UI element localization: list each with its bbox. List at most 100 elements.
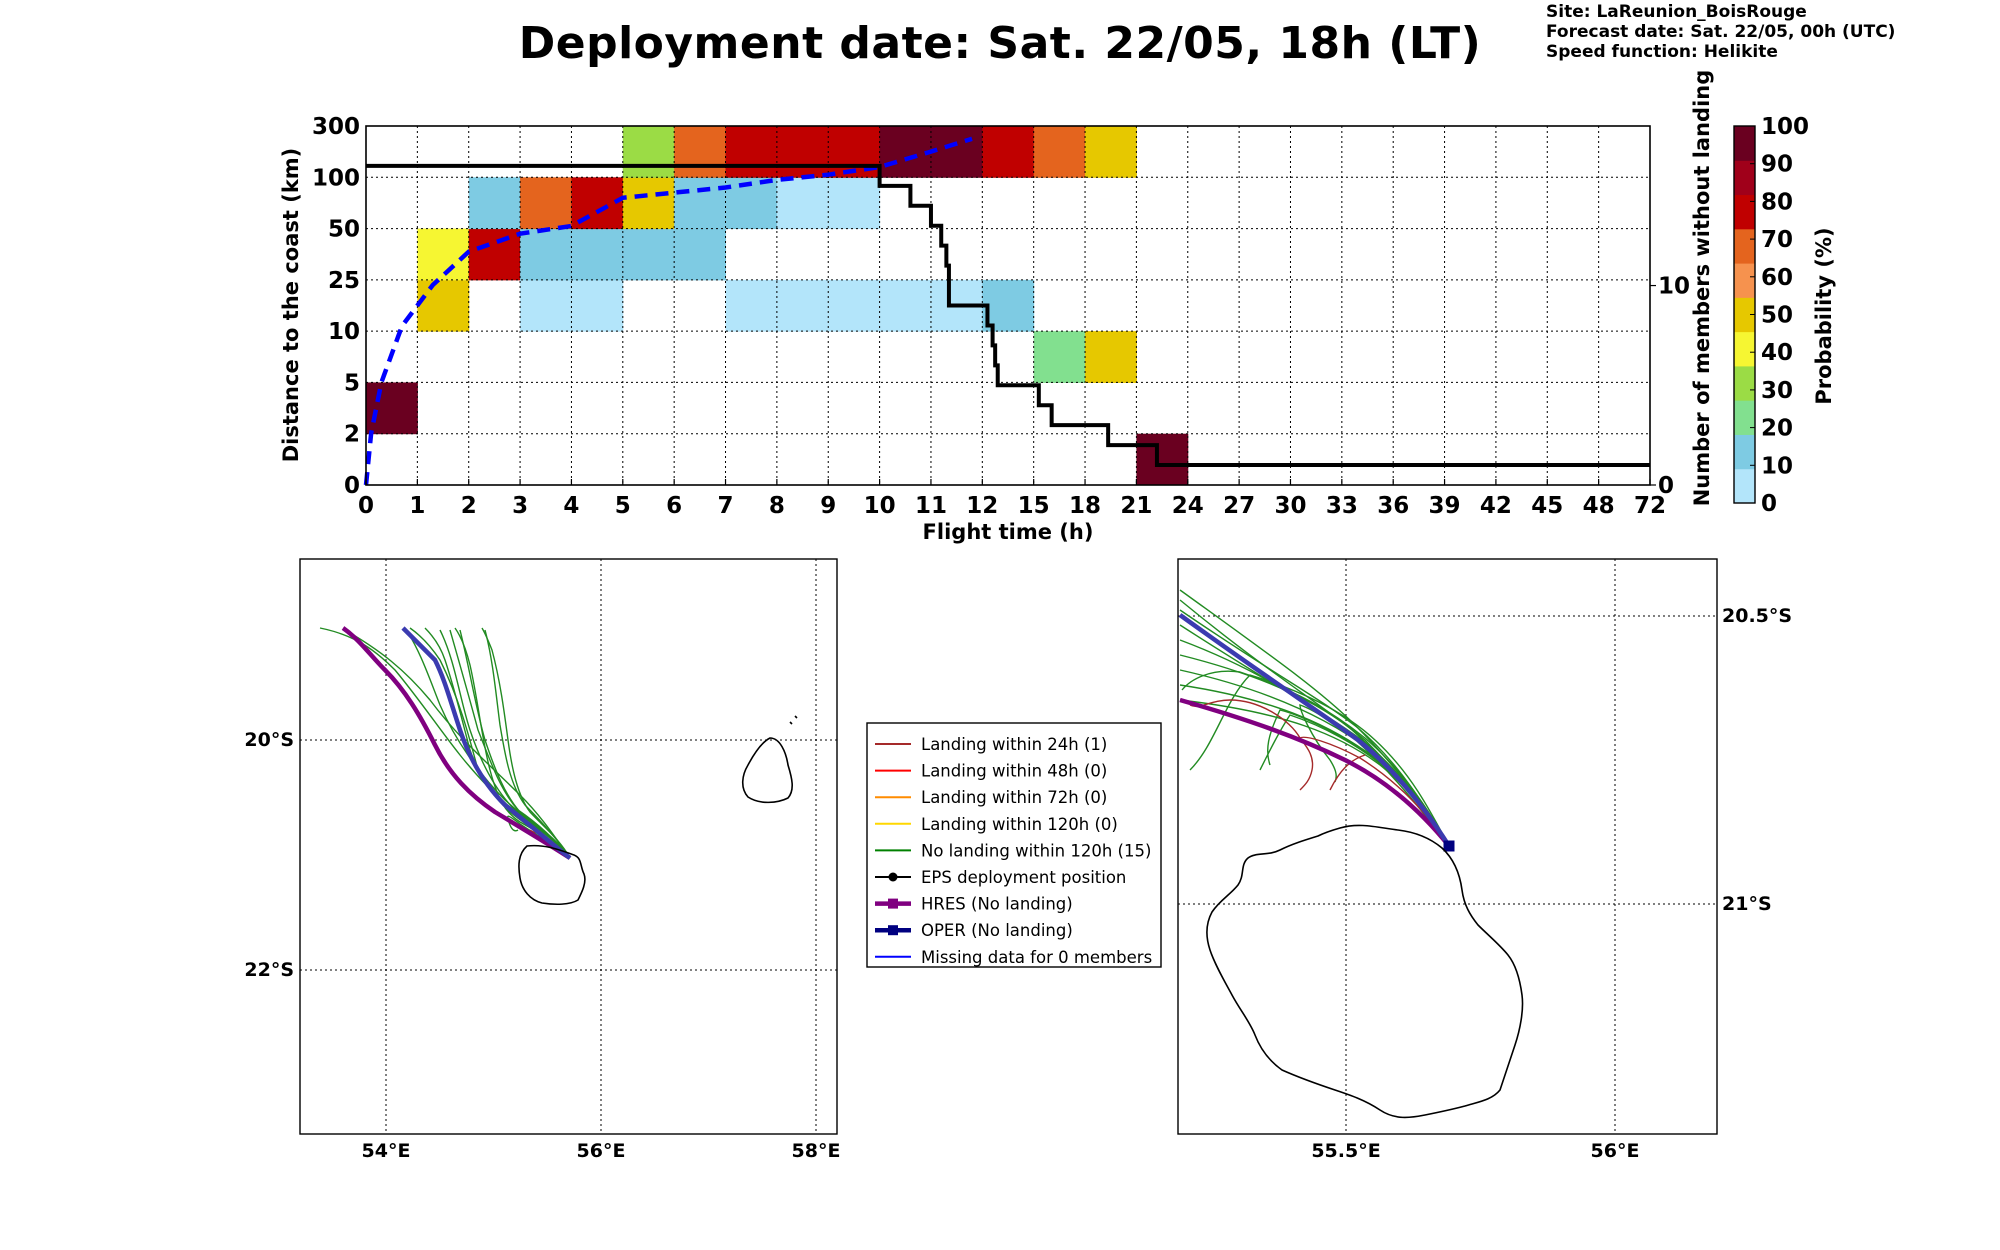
- map-left: 54°E 56°E 58°E 20°S 22°S: [244, 558, 840, 1162]
- colorbar-label: Probability (%): [1812, 227, 1836, 404]
- heatmap-cell: [622, 228, 675, 281]
- heatmap-cell: [520, 228, 572, 281]
- map-left-frame: [299, 558, 838, 1135]
- heatmap-cell: [366, 382, 418, 435]
- x-tick-label: 45: [1531, 493, 1563, 519]
- heatmap-cell: [622, 126, 675, 178]
- heatmap-x-ticks: 0 1 2 3 4 5 6 7 8 9 10 11 12 15 18 21 24 27 30 33 36 39 42 45 48…: [358, 479, 1666, 519]
- forecast-date-label: Forecast date: Sat. 22/05, 00h (UTC): [1546, 22, 1896, 42]
- colorbar-ticks: 0 10 20 30 40 50 60 70 80 90 100: [1750, 114, 1809, 517]
- map-left-islands: [518, 715, 798, 906]
- y-tick-label: 10: [328, 319, 360, 345]
- colorbar: 0 10 20 30 40 50 60 70 80 90 100 Probability (%): [1733, 114, 1836, 517]
- y-tick-label: 100: [312, 165, 360, 191]
- heatmap-cell: [725, 126, 778, 178]
- heatmap-cell: [879, 126, 932, 178]
- heatmap-cell: [982, 279, 1035, 332]
- colorbar-tick-label: 90: [1761, 152, 1793, 178]
- x-tick-label: 18: [1069, 493, 1101, 519]
- heatmap-cell: [417, 279, 470, 332]
- colorbar-swatch: [1734, 228, 1755, 264]
- colorbar-tick-label: 80: [1761, 189, 1793, 215]
- colorbar-tick-label: 50: [1761, 303, 1793, 329]
- y-tick-label: 300: [312, 114, 360, 140]
- legend-label: EPS deployment position: [921, 868, 1126, 887]
- colorbar-swatch: [1734, 400, 1755, 435]
- heatmap-y2-ticks: 0 10: [1650, 274, 1690, 499]
- y2-tick-label: 0: [1658, 473, 1674, 499]
- y-tick-label: 5: [344, 370, 360, 396]
- x-tick-label: 42: [1480, 493, 1512, 519]
- colorbar-tick-label: 20: [1761, 416, 1793, 442]
- colorbar-swatch: [1734, 468, 1755, 504]
- heatmap-cell: [776, 177, 829, 230]
- heatmap-cell: [520, 279, 572, 332]
- heatmap-cell: [520, 177, 572, 230]
- x-tick-label: 10: [864, 493, 896, 519]
- members-without-landing-line: [366, 163, 1650, 468]
- heatmap-cell: [1033, 331, 1086, 383]
- colorbar-swatch: [1734, 434, 1755, 470]
- legend-item: EPS deployment position: [875, 868, 1126, 887]
- colorbar-tick-label: 10: [1761, 453, 1793, 479]
- heatmap-cell: [725, 279, 778, 332]
- heatmap-cell: [1136, 433, 1189, 486]
- x-tick-label: 27: [1223, 493, 1255, 519]
- x-tick-label: 15: [1018, 493, 1050, 519]
- x-tick-label: 72: [1634, 493, 1666, 519]
- colorbar-tick-label: 40: [1761, 340, 1793, 366]
- map-left-y-tick: 22°S: [244, 959, 294, 981]
- heatmap-cell: [982, 126, 1035, 178]
- x-tick-label: 4: [563, 493, 579, 519]
- legend-item: Landing within 120h (0): [875, 815, 1118, 834]
- heatmap-x-label: Flight time (h): [923, 520, 1094, 544]
- colorbar-tick-label: 100: [1761, 114, 1809, 140]
- legend-marker: [888, 872, 898, 882]
- heatmap-cell: [828, 279, 881, 332]
- legend-item: Landing within 24h (1): [875, 735, 1107, 754]
- x-tick-label: 11: [915, 493, 947, 519]
- x-tick-label: 8: [769, 493, 785, 519]
- colorbar-swatch: [1734, 331, 1755, 367]
- colorbar-tick-label: 30: [1761, 378, 1793, 404]
- x-tick-label: 48: [1583, 493, 1615, 519]
- map-right-y-tick: 20.5°S: [1722, 605, 1792, 627]
- heatmap-cell: [1085, 126, 1137, 178]
- legend-frame: [866, 722, 1162, 968]
- map-right-x-tick: 56°E: [1591, 1140, 1640, 1162]
- map-right-y-tick: 21°S: [1722, 893, 1772, 915]
- deployment-marker: [1443, 840, 1455, 852]
- x-tick-label: 36: [1377, 493, 1409, 519]
- legend-marker: [888, 925, 898, 936]
- heatmap-cell: [1085, 331, 1137, 383]
- y-tick-label: 25: [328, 268, 360, 294]
- map-left-y-tick: 20°S: [244, 729, 294, 751]
- map-right-trajectories: [1178, 589, 1451, 848]
- x-tick-label: 1: [409, 493, 425, 519]
- legend-label: Landing within 120h (0): [921, 815, 1118, 834]
- colorbar-swatch: [1734, 297, 1755, 333]
- heatmap-cell: [571, 228, 624, 281]
- colorbar-swatch: [1734, 160, 1755, 196]
- legend-label: Landing within 24h (1): [921, 735, 1107, 754]
- x-tick-label: 0: [358, 493, 374, 519]
- site-label: Site: LaReunion_BoisRouge: [1546, 2, 1807, 22]
- heatmap-cell: [674, 228, 727, 281]
- heatmap-y-label: Distance to the coast (km): [279, 148, 303, 463]
- heatmap-cell: [879, 279, 932, 332]
- heatmap-cell: [468, 177, 521, 230]
- map-left-grid: [300, 559, 837, 1134]
- legend-item: OPER (No landing): [875, 921, 1073, 940]
- y-tick-label: 0: [344, 473, 360, 499]
- colorbar-tick-label: 0: [1761, 491, 1777, 517]
- y-tick-label: 2: [344, 422, 360, 448]
- y-tick-label: 50: [328, 217, 360, 243]
- legend-item: HRES (No landing): [875, 895, 1073, 914]
- legend-item: Missing data for 0 members: [875, 948, 1152, 967]
- map-right: 55.5°E 56°E 20.5°S 21°S: [1177, 558, 1792, 1162]
- legend-label: HRES (No landing): [921, 895, 1073, 914]
- colorbar-tick-label: 60: [1761, 265, 1793, 291]
- x-tick-label: 2: [461, 493, 477, 519]
